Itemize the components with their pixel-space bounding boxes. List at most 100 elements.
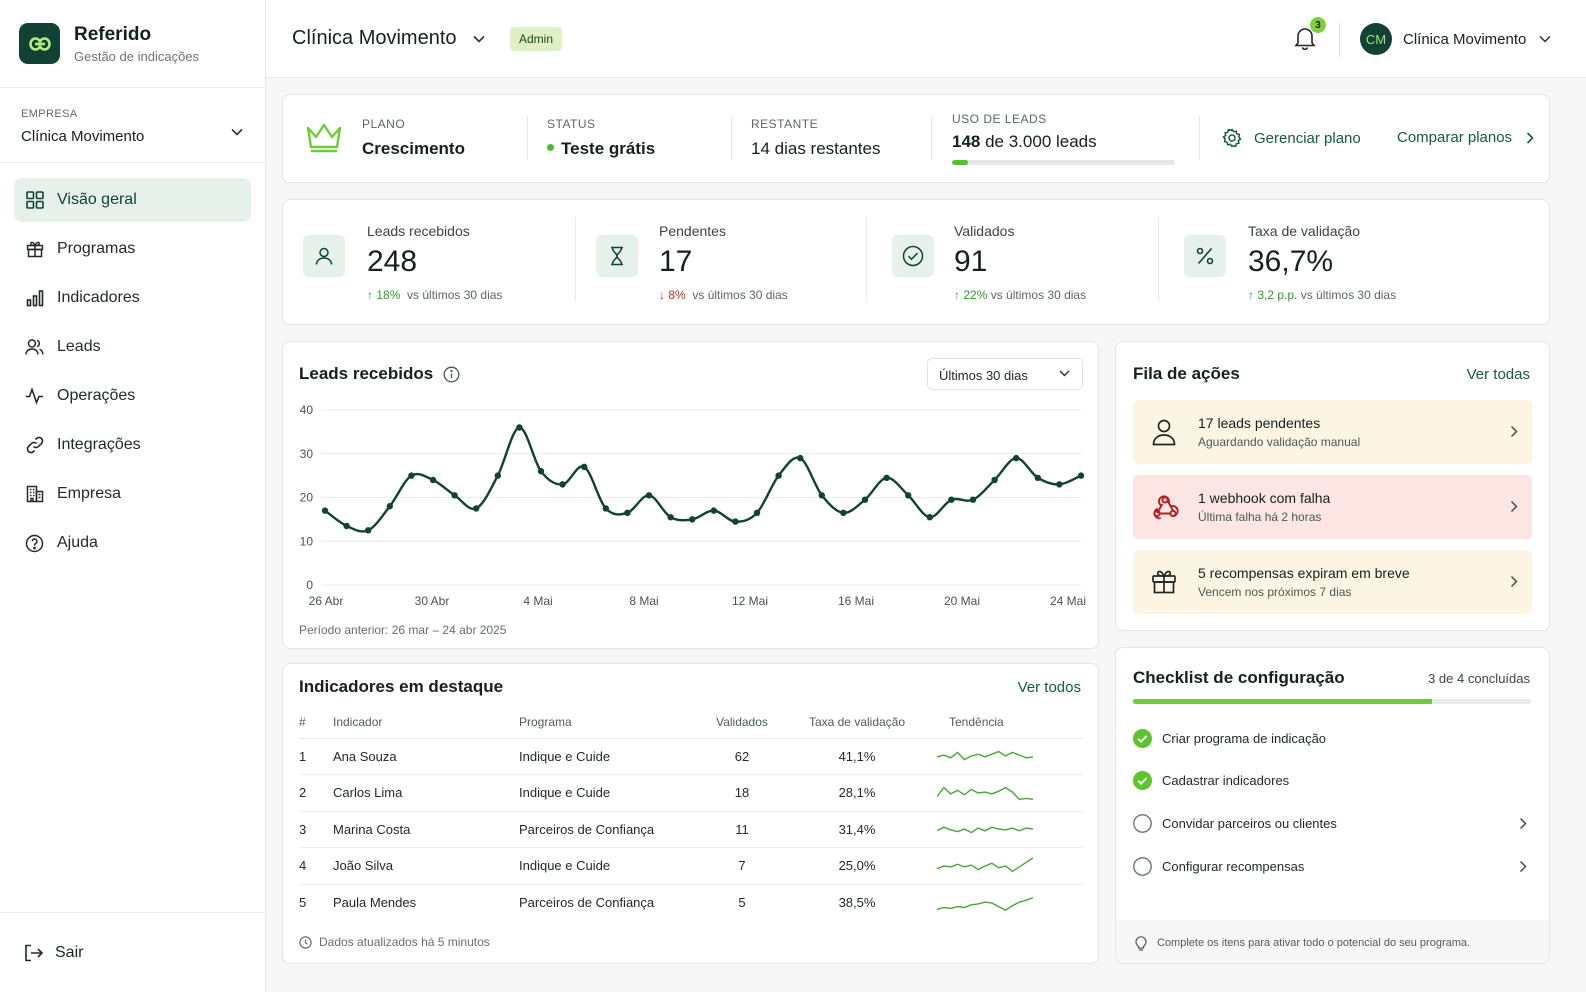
sidebar-item-integracoes[interactable]: Integrações bbox=[14, 423, 251, 467]
info-icon[interactable] bbox=[443, 366, 460, 383]
sidebar-item-operacoes[interactable]: Operações bbox=[14, 374, 251, 418]
x-tick-label: 24 Mai bbox=[1050, 594, 1086, 608]
checklist-progress-fill bbox=[1133, 699, 1432, 704]
checklist-item-label: Criar programa de indicação bbox=[1162, 730, 1327, 746]
arrow-up-icon: ↑ bbox=[1248, 288, 1258, 302]
data-point bbox=[732, 518, 739, 525]
divider bbox=[866, 217, 867, 301]
remaining-segment: RESTANTE 14 dias restantes bbox=[751, 117, 880, 159]
logout-button[interactable]: Sair bbox=[0, 912, 265, 992]
checklist-item-create-program[interactable]: Criar programa de indicação bbox=[1133, 726, 1532, 750]
chevron-down-icon bbox=[1059, 370, 1070, 377]
delta-value: 22% bbox=[963, 288, 988, 302]
sidebar-item-ajuda[interactable]: Ajuda bbox=[14, 521, 251, 565]
table-row[interactable]: 4 João Silva Indique e Cuide 7 25,0% bbox=[299, 847, 1083, 885]
check-done-icon bbox=[1133, 728, 1152, 748]
action-queue-card: Fila de ações Ver todas 17 leads pendent… bbox=[1115, 341, 1550, 631]
queue-item-webhook-failure[interactable]: 1 webhook com falha Última falha há 2 ho… bbox=[1133, 475, 1532, 539]
trend-sparkline bbox=[937, 786, 1033, 800]
lightbulb-icon bbox=[1134, 935, 1157, 951]
data-point bbox=[559, 481, 566, 488]
queue-item-title: 1 webhook com falha bbox=[1198, 490, 1331, 506]
plan-segment: PLANO Crescimento bbox=[362, 117, 465, 159]
view-all-actions-link[interactable]: Ver todas bbox=[1466, 366, 1530, 383]
grid-icon bbox=[25, 191, 44, 210]
help-icon bbox=[25, 534, 44, 553]
queue-item-subtitle: Vencem nos próximos 7 dias bbox=[1198, 585, 1352, 599]
table-row[interactable]: 3 Marina Costa Parceiros de Confiança 11 31,… bbox=[299, 811, 1083, 848]
referrer-name-cell: Carlos Lima bbox=[333, 774, 519, 812]
user-name: Clínica Movimento bbox=[1403, 30, 1527, 48]
checklist-progress-text: 3 de 4 concluídas bbox=[1428, 671, 1530, 686]
data-point bbox=[343, 522, 350, 530]
leads-chart-card: Leads recebidos Últimos 30 dias 0 10 20 30 4… bbox=[282, 341, 1099, 649]
usage-total: de 3.000 leads bbox=[980, 132, 1097, 151]
activity-icon bbox=[25, 387, 44, 406]
view-all-referrers-link[interactable]: Ver todos bbox=[1017, 679, 1081, 696]
sidebar-item-indicadores[interactable]: Indicadores bbox=[14, 276, 251, 320]
data-point bbox=[386, 503, 393, 510]
divider bbox=[575, 217, 576, 301]
trend-sparkline bbox=[937, 826, 1033, 834]
queue-item-pending-leads[interactable]: 17 leads pendentes Aguardando validação … bbox=[1133, 400, 1532, 464]
stat-label: Taxa de validação bbox=[1248, 223, 1361, 239]
sidebar-item-leads[interactable]: Leads bbox=[14, 325, 251, 369]
rate-cell: 25,0% bbox=[787, 847, 927, 885]
manage-plan-link[interactable]: Gerenciar plano bbox=[1222, 128, 1361, 148]
workspace-switcher[interactable]: Clínica Movimento bbox=[292, 27, 485, 50]
rate-cell: 31,4% bbox=[787, 811, 927, 848]
divider bbox=[931, 116, 932, 160]
stat-delta: ↑ 18% vs últimos 30 dias bbox=[367, 288, 502, 302]
referrer-name-cell: Marina Costa bbox=[333, 811, 519, 848]
arrow-up-icon: ↑ bbox=[367, 288, 377, 302]
checklist-item-register-referrers[interactable]: Cadastrar indicadores bbox=[1133, 768, 1532, 792]
notifications-button[interactable]: 3 bbox=[1294, 17, 1326, 50]
chevron-right-icon bbox=[1510, 575, 1518, 588]
setup-checklist-card: Checklist de configuração 3 de 4 concluí… bbox=[1115, 647, 1550, 964]
user-menu[interactable]: CM Clínica Movimento bbox=[1360, 23, 1551, 55]
sidebar-item-label: Leads bbox=[57, 338, 101, 355]
plan-value: Crescimento bbox=[362, 139, 465, 158]
circle-empty-icon bbox=[1133, 856, 1152, 876]
arrow-up-icon: ↑ bbox=[954, 288, 964, 302]
stat-card: Taxa de validação 36,7% ↑ 3,2 p.p. vs úl… bbox=[1159, 200, 1549, 326]
x-tick-label: 16 Mai bbox=[838, 594, 874, 608]
users-icon bbox=[25, 338, 44, 357]
y-tick-label: 30 bbox=[300, 447, 314, 461]
table-row[interactable]: 5 Paula Mendes Parceiros de Confiança 5 38,5… bbox=[299, 884, 1083, 921]
table-row[interactable]: 2 Carlos Lima Indique e Cuide 18 28,1% bbox=[299, 774, 1083, 812]
program-cell: Parceiros de Confiança bbox=[519, 811, 697, 848]
brand-name: Referido bbox=[74, 23, 152, 45]
sidebar-item-programas[interactable]: Programas bbox=[14, 227, 251, 271]
divider bbox=[1158, 217, 1159, 301]
bell-icon bbox=[1294, 26, 1316, 50]
gift-icon bbox=[25, 240, 44, 259]
col-header-validados: Validados bbox=[697, 706, 787, 739]
checklist-item-invite-partners[interactable]: Convidar parceiros ou clientes bbox=[1133, 811, 1532, 835]
data-point bbox=[667, 513, 674, 521]
sidebar-item-visao-geral[interactable]: Visão geral bbox=[14, 178, 251, 222]
queue-item-subtitle: Última falha há 2 horas bbox=[1198, 510, 1322, 524]
rate-cell: 28,1% bbox=[787, 774, 927, 812]
x-tick-label: 12 Mai bbox=[732, 594, 768, 608]
sidebar-item-empresa[interactable]: Empresa bbox=[14, 472, 251, 516]
compare-plans-link[interactable]: Comparar planos bbox=[1397, 129, 1534, 146]
user-icon bbox=[1151, 418, 1177, 446]
data-point bbox=[926, 513, 933, 521]
company-selector[interactable]: EMPRESA Clínica Movimento bbox=[0, 88, 265, 163]
usage-count: 148 bbox=[952, 132, 981, 151]
checklist-item-configure-rewards[interactable]: Configurar recompensas bbox=[1133, 854, 1532, 878]
clock-icon bbox=[299, 935, 319, 949]
data-point bbox=[645, 492, 653, 499]
stat-value: 91 bbox=[954, 245, 988, 278]
data-point bbox=[408, 472, 415, 479]
company-label: EMPRESA bbox=[21, 108, 78, 120]
page-title: Clínica Movimento bbox=[292, 27, 457, 49]
data-point bbox=[624, 509, 631, 517]
queue-item-title: 17 leads pendentes bbox=[1198, 415, 1321, 431]
data-point bbox=[710, 507, 717, 514]
sparkline-path bbox=[937, 896, 1033, 911]
queue-item-expiring-rewards[interactable]: 5 recompensas expiram em breve Vencem no… bbox=[1133, 550, 1532, 614]
table-row[interactable]: 1 Ana Souza Indique e Cuide 62 41,1% bbox=[299, 738, 1083, 775]
date-range-select[interactable]: Últimos 30 dias bbox=[927, 358, 1083, 390]
